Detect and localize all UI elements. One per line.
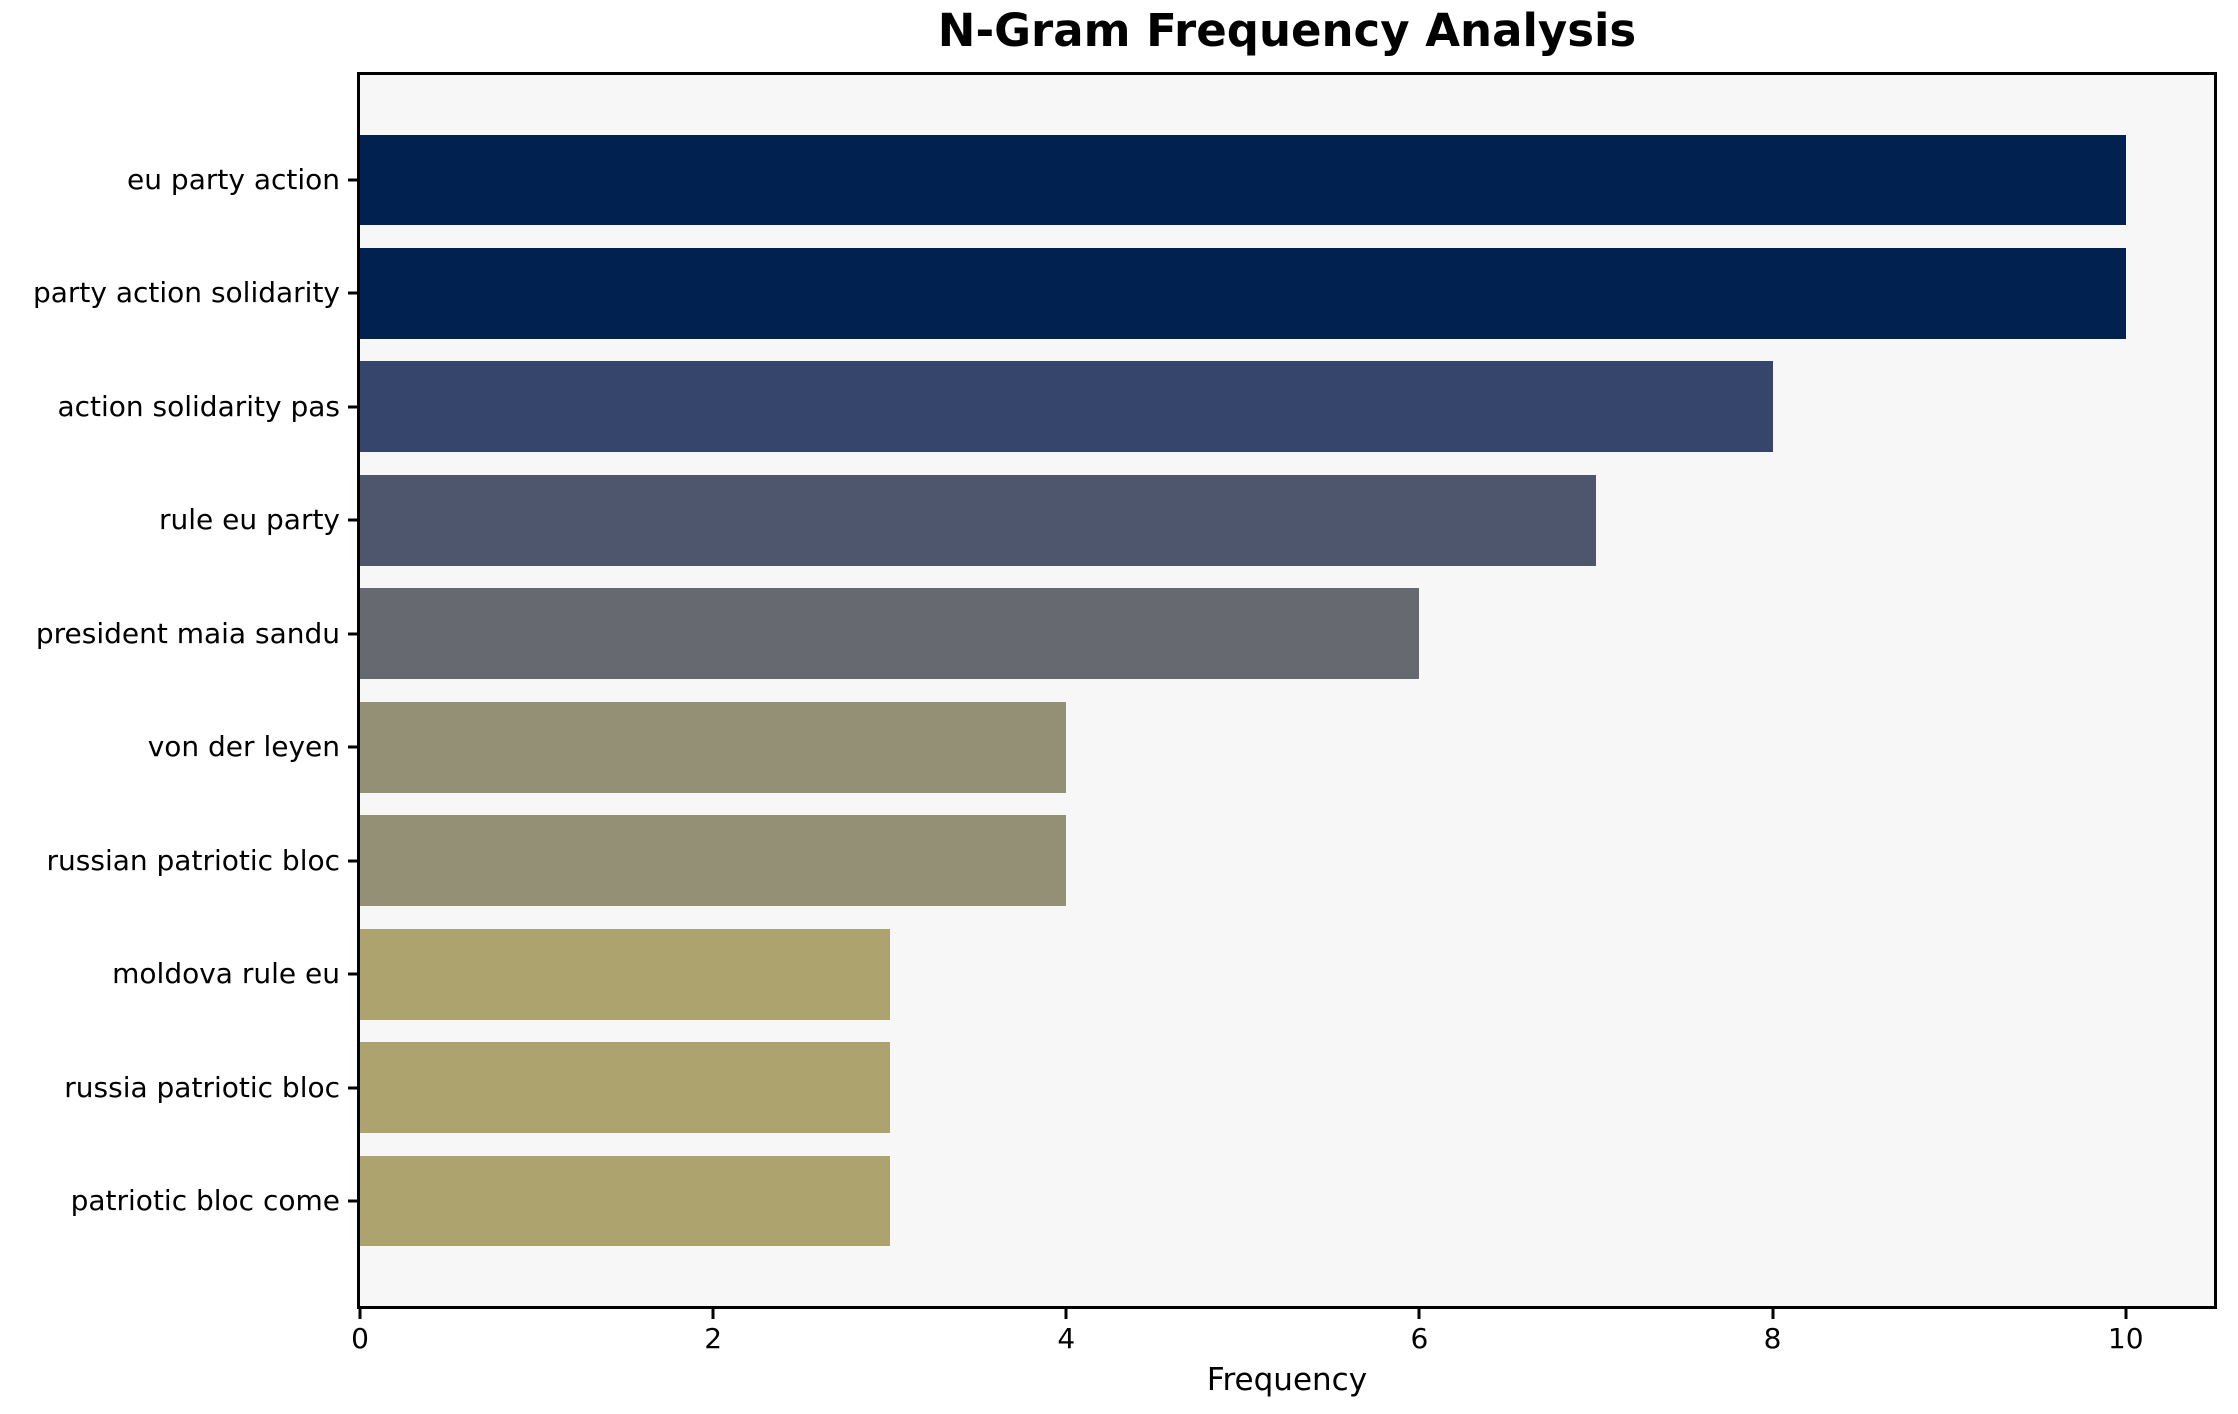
y-tick-label: russia patriotic bloc [64, 1070, 340, 1104]
y-tick-label: russian patriotic bloc [46, 843, 340, 877]
bar [360, 474, 1596, 566]
bar [360, 134, 2126, 226]
y-tick-mark [348, 291, 357, 295]
x-axis-label: Frequency [1206, 1362, 1368, 1398]
x-tick-mark [711, 1309, 715, 1319]
y-tick-mark [348, 1086, 357, 1090]
x-tick-label: 2 [704, 1322, 723, 1355]
y-tick-mark [348, 632, 357, 636]
y-tick-mark [348, 1199, 357, 1203]
x-tick-label: 0 [351, 1322, 369, 1355]
x-tick-label: 6 [1410, 1322, 1429, 1355]
bar [360, 1042, 890, 1133]
plot-area [357, 72, 2217, 1309]
y-tick-label: rule eu party [158, 503, 340, 537]
x-tick-mark [358, 1309, 362, 1319]
y-tick-label: action solidarity pas [57, 389, 340, 423]
y-tick-mark [348, 178, 357, 182]
y-tick-label: eu party action [127, 162, 340, 196]
y-tick-mark [348, 972, 357, 976]
x-tick-mark [1417, 1309, 1421, 1319]
bar [360, 1155, 890, 1247]
bar [360, 588, 1420, 680]
chart-title: N-Gram Frequency Analysis [937, 4, 1637, 57]
x-tick-label: 4 [1057, 1322, 1076, 1355]
x-tick-label: 10 [2107, 1322, 2144, 1355]
y-tick-mark [348, 745, 357, 749]
y-tick-mark [348, 859, 357, 863]
y-tick-label: party action solidarity [32, 276, 340, 310]
bar [360, 815, 1067, 907]
y-tick-label: patriotic bloc come [70, 1183, 340, 1217]
y-tick-label: moldova rule eu [112, 956, 340, 990]
x-tick-label: 8 [1763, 1322, 1782, 1355]
y-tick-label: president maia sandu [35, 616, 340, 650]
bar [360, 248, 2126, 339]
x-tick-mark [1064, 1309, 1068, 1319]
y-tick-mark [348, 518, 357, 522]
bar [360, 701, 1067, 793]
bar [360, 361, 1773, 453]
bar [360, 928, 890, 1020]
y-tick-label: von der leyen [147, 730, 340, 764]
y-tick-mark [348, 405, 357, 409]
x-tick-mark [1771, 1309, 1775, 1319]
x-tick-mark [2124, 1309, 2128, 1319]
